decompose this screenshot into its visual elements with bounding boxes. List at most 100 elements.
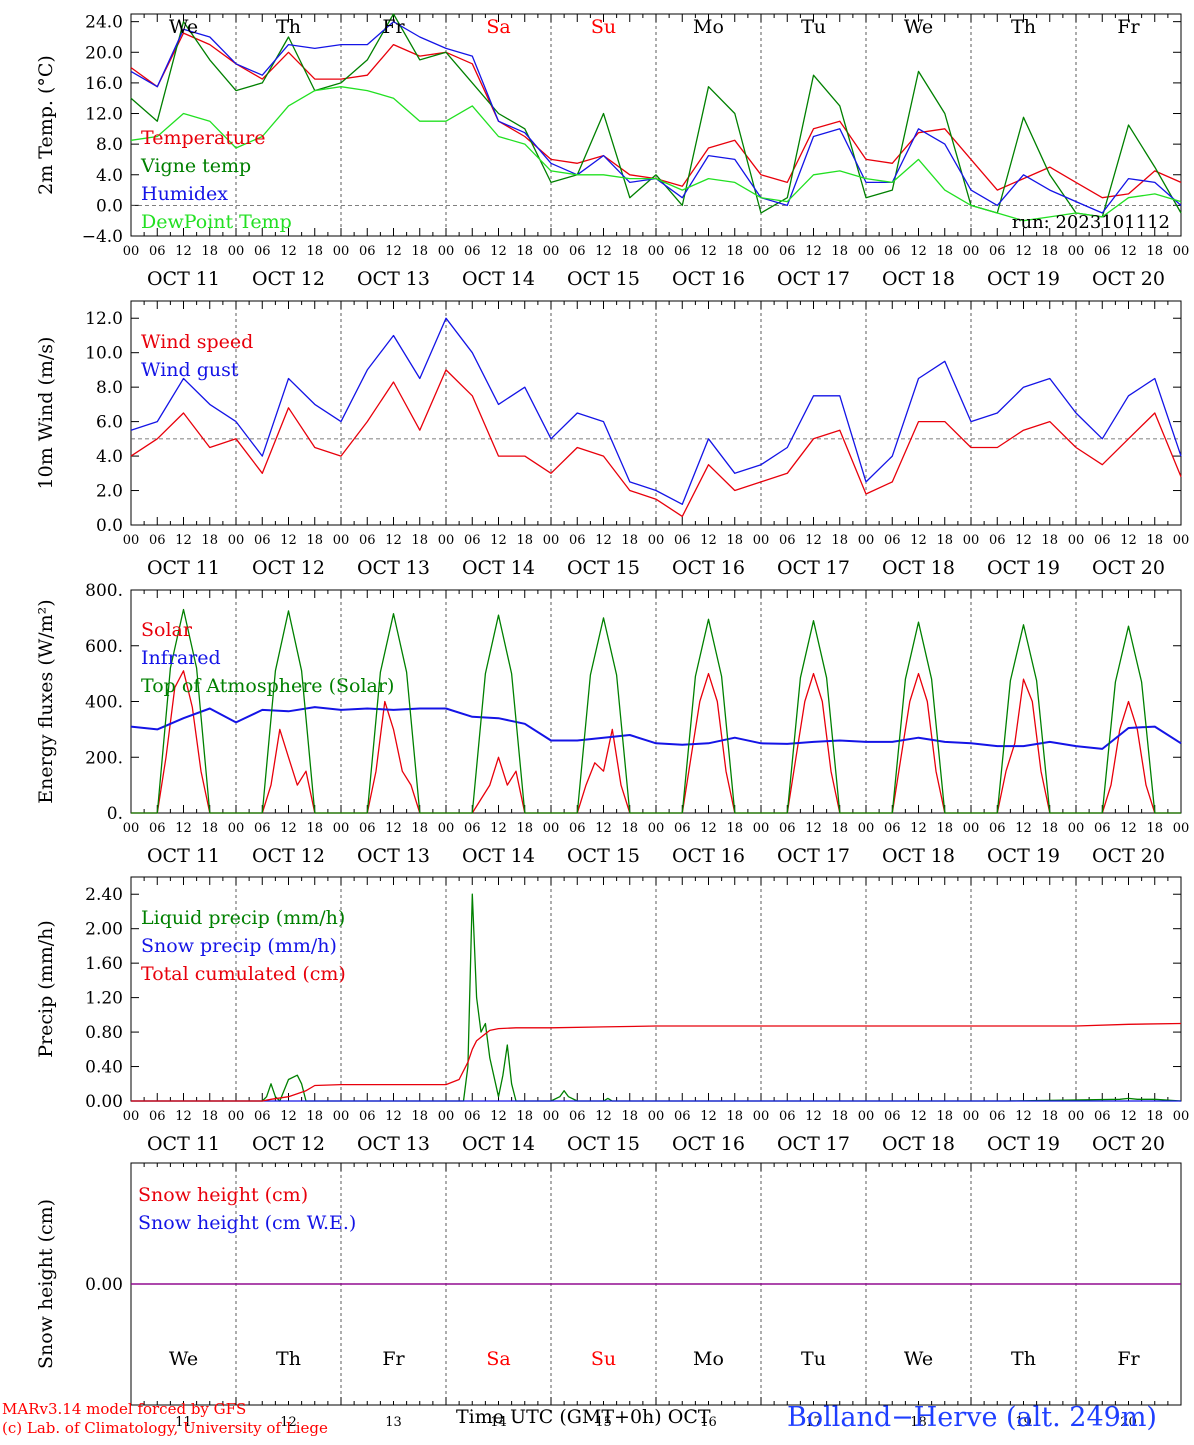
hour-tick-label: 12 bbox=[385, 821, 402, 836]
hour-tick-label: 00 bbox=[543, 821, 560, 836]
series-line-wind-speed bbox=[130, 369, 1182, 518]
hour-tick-label: 12 bbox=[1015, 244, 1032, 259]
hour-tick-label: 06 bbox=[569, 244, 586, 259]
day-number-label: 16 bbox=[700, 1415, 717, 1430]
hour-tick-label: 18 bbox=[516, 1109, 533, 1124]
hour-tick-label: 06 bbox=[569, 821, 586, 836]
y-tick-label: 6.0 bbox=[96, 413, 123, 433]
day-label: OCT 16 bbox=[672, 268, 745, 290]
panel-1: 24.0 20.0 16.0 12.0 8.0 4.0 0.0 −4.0 2m Temp. (°… bbox=[35, 13, 1189, 290]
hour-tick-label: 06 bbox=[464, 821, 481, 836]
hour-tick-label: 00 bbox=[228, 244, 245, 259]
day-label: OCT 19 bbox=[987, 1133, 1060, 1155]
hour-tick-label: 00 bbox=[648, 1109, 665, 1124]
hour-tick-label: 12 bbox=[595, 533, 612, 548]
hour-tick-label: 12 bbox=[1120, 1109, 1137, 1124]
hour-tick-label: 06 bbox=[464, 533, 481, 548]
day-number-label: 18 bbox=[910, 1415, 927, 1430]
hour-tick-label: 18 bbox=[1041, 1109, 1058, 1124]
panel-4: 2.40 2.00 1.60 1.20 0.80 0.40 0.00 Precip (mm/h… bbox=[35, 876, 1189, 1155]
legend-entry: Infrared bbox=[141, 647, 221, 669]
legend-entry: Snow height (cm W.E.) bbox=[138, 1212, 356, 1234]
legend-entry: Wind gust bbox=[141, 359, 239, 381]
y-tick-label: 16.0 bbox=[85, 74, 123, 94]
day-label: OCT 12 bbox=[252, 557, 325, 579]
y-tick-label: 2.40 bbox=[85, 885, 123, 905]
day-label: OCT 12 bbox=[252, 845, 325, 867]
day-label: OCT 13 bbox=[357, 268, 430, 290]
day-label: OCT 17 bbox=[777, 1133, 850, 1155]
hour-tick-label: 06 bbox=[464, 244, 481, 259]
weekday-label: Fr bbox=[1117, 16, 1140, 38]
hour-tick-label: 18 bbox=[831, 821, 848, 836]
series-line-top-of-atmosphere-solar- bbox=[131, 608, 1181, 814]
hour-tick-label: 00 bbox=[438, 1109, 455, 1124]
day-label: OCT 18 bbox=[882, 268, 955, 290]
hour-tick-label: 12 bbox=[700, 533, 717, 548]
y-tick-label: 4.0 bbox=[96, 447, 123, 467]
hour-tick-label: 18 bbox=[936, 821, 953, 836]
hour-tick-label: 06 bbox=[779, 821, 796, 836]
weekday-label: Fr bbox=[382, 1348, 405, 1370]
hour-tick-label: 12 bbox=[280, 821, 297, 836]
hour-tick-label: 00 bbox=[543, 244, 560, 259]
hour-tick-label: 06 bbox=[1094, 1109, 1111, 1124]
legend-entry: Temperature bbox=[141, 127, 265, 149]
hour-tick-label: 12 bbox=[1015, 533, 1032, 548]
day-label: OCT 14 bbox=[462, 1133, 535, 1155]
hour-tick-label: 18 bbox=[1146, 821, 1163, 836]
hour-tick-label: 18 bbox=[726, 1109, 743, 1124]
hour-tick-label: 12 bbox=[1120, 821, 1137, 836]
hour-tick-label: 18 bbox=[201, 821, 218, 836]
hour-tick-label: 00 bbox=[753, 821, 770, 836]
weekday-label: Th bbox=[276, 16, 301, 38]
hour-tick-label: 00 bbox=[228, 821, 245, 836]
hour-tick-label: 18 bbox=[516, 533, 533, 548]
hour-tick-label: 00 bbox=[858, 533, 875, 548]
y-tick-label: 20.0 bbox=[85, 43, 123, 63]
y-tick-label: 0.40 bbox=[85, 1058, 123, 1078]
hour-tick-label: 00 bbox=[1068, 821, 1085, 836]
hour-tick-label: 12 bbox=[385, 533, 402, 548]
y-axis-label: Energy fluxes (W/m²) bbox=[35, 599, 57, 803]
hour-tick-label: 06 bbox=[674, 244, 691, 259]
hour-tick-label: 12 bbox=[910, 821, 927, 836]
day-number-label: 20 bbox=[1120, 1415, 1137, 1430]
hour-tick-label: 00 bbox=[858, 1109, 875, 1124]
hour-tick-label: 12 bbox=[175, 821, 192, 836]
hour-tick-label: 12 bbox=[1015, 821, 1032, 836]
hour-tick-label: 12 bbox=[910, 533, 927, 548]
hour-tick-label: 18 bbox=[201, 244, 218, 259]
hour-tick-label: 00 bbox=[438, 244, 455, 259]
weekday-label: We bbox=[169, 1348, 198, 1370]
hour-tick-label: 06 bbox=[1094, 821, 1111, 836]
y-tick-label: 12.0 bbox=[85, 105, 123, 125]
hour-tick-label: 00 bbox=[123, 821, 140, 836]
hour-tick-label: 18 bbox=[306, 244, 323, 259]
hour-tick-label: 00 bbox=[1173, 244, 1190, 259]
y-tick-label: 2.00 bbox=[85, 920, 123, 940]
hour-tick-label: 18 bbox=[621, 533, 638, 548]
hour-tick-label: 12 bbox=[1015, 1109, 1032, 1124]
weekday-label: We bbox=[169, 16, 198, 38]
weekday-label: Mo bbox=[693, 16, 724, 38]
weekday-label: Su bbox=[591, 1348, 616, 1370]
hour-tick-label: 00 bbox=[963, 244, 980, 259]
hour-tick-label: 06 bbox=[989, 244, 1006, 259]
y-tick-label: 0.00 bbox=[85, 1275, 123, 1295]
hour-tick-label: 00 bbox=[753, 244, 770, 259]
hour-tick-label: 12 bbox=[175, 533, 192, 548]
y-tick-label: 0.80 bbox=[85, 1023, 123, 1043]
hour-tick-label: 18 bbox=[831, 1109, 848, 1124]
y-tick-label: 12.0 bbox=[85, 309, 123, 329]
y-tick-label: 10.0 bbox=[85, 344, 123, 364]
day-label: OCT 14 bbox=[462, 845, 535, 867]
weekday-label: Th bbox=[276, 1348, 301, 1370]
hour-tick-label: 06 bbox=[884, 244, 901, 259]
hour-tick-label: 12 bbox=[595, 1109, 612, 1124]
hour-tick-label: 18 bbox=[201, 1109, 218, 1124]
y-tick-label: 800. bbox=[85, 581, 123, 601]
y-tick-label: 400. bbox=[85, 693, 123, 713]
hour-tick-label: 18 bbox=[516, 244, 533, 259]
